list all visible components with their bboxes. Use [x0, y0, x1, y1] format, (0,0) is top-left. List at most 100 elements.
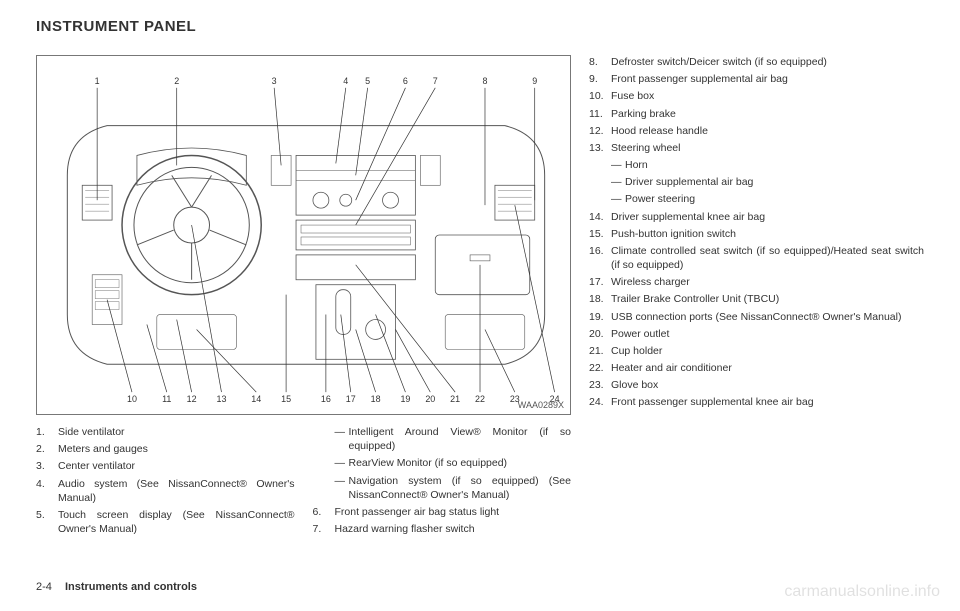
list-text: Fuse box — [611, 89, 924, 103]
svg-text:1: 1 — [95, 76, 100, 86]
dashboard-diagram: 123456789 101112131415161718192021222324… — [36, 55, 571, 415]
list-item: 4.Audio system (See NissanConnect® Owner… — [36, 477, 295, 505]
list-text: Meters and gauges — [58, 442, 295, 456]
list-text: Hood release handle — [611, 124, 924, 138]
list-sub-item: —Driver supplemental air bag — [589, 175, 924, 189]
list-number: 14. — [589, 210, 611, 224]
sub-dash: — — [611, 192, 625, 206]
svg-text:4: 4 — [343, 76, 348, 86]
list-text: Push-button ignition switch — [611, 227, 924, 241]
svg-text:10: 10 — [127, 394, 137, 404]
left-section: 123456789 101112131415161718192021222324… — [36, 55, 571, 539]
list-number: 24. — [589, 395, 611, 409]
sub-dash: — — [335, 456, 349, 470]
list-text: Wireless charger — [611, 275, 924, 289]
watermark: carmanualsonline.info — [784, 583, 940, 601]
svg-text:22: 22 — [475, 394, 485, 404]
list-text: Front passenger supplemental air bag — [611, 72, 924, 86]
list-item: 19.USB connection ports (See NissanConne… — [589, 310, 924, 324]
list-text: Parking brake — [611, 107, 924, 121]
list-item: 24.Front passenger supplemental knee air… — [589, 395, 924, 409]
list-number: 4. — [36, 477, 58, 505]
list-sub-item: —Navigation system (if so equipped) (See… — [313, 474, 572, 502]
svg-text:13: 13 — [216, 394, 226, 404]
list-item: 18.Trailer Brake Controller Unit (TBCU) — [589, 292, 924, 306]
svg-text:20: 20 — [425, 394, 435, 404]
list-text: Front passenger air bag status light — [335, 505, 572, 519]
list-item: 22.Heater and air conditioner — [589, 361, 924, 375]
list-item: 21.Cup holder — [589, 344, 924, 358]
svg-text:21: 21 — [450, 394, 460, 404]
svg-text:19: 19 — [400, 394, 410, 404]
list-number: 10. — [589, 89, 611, 103]
page-title: INSTRUMENT PANEL — [36, 18, 924, 35]
sub-dash: — — [335, 425, 349, 453]
list-number: 15. — [589, 227, 611, 241]
list-text: Steering wheel — [611, 141, 924, 155]
list-sub-item: —Power steering — [589, 192, 924, 206]
list-text: Climate controlled seat switch (if so eq… — [611, 244, 924, 272]
list-item: 15.Push-button ignition switch — [589, 227, 924, 241]
svg-text:2: 2 — [174, 76, 179, 86]
list-item: 11.Parking brake — [589, 107, 924, 121]
list-number: 8. — [589, 55, 611, 69]
list-number: 2. — [36, 442, 58, 456]
list-text: Trailer Brake Controller Unit (TBCU) — [611, 292, 924, 306]
svg-text:3: 3 — [272, 76, 277, 86]
list-sub-item: —Intelligent Around View® Monitor (if so… — [313, 425, 572, 453]
list-text: RearView Monitor (if so equipped) — [349, 456, 572, 470]
list-item: 8.Defroster switch/Deicer switch (if so … — [589, 55, 924, 69]
list-item: 23.Glove box — [589, 378, 924, 392]
svg-text:11: 11 — [162, 394, 171, 404]
svg-text:14: 14 — [251, 394, 261, 404]
list-sub-item: —Horn — [589, 158, 924, 172]
list-number: 11. — [589, 107, 611, 121]
list-number: 17. — [589, 275, 611, 289]
footer-page-number: 2-4 — [36, 581, 52, 593]
column-1: 1.Side ventilator 2.Meters and gauges3.Ce… — [36, 425, 295, 539]
list-number: 1. — [36, 425, 58, 439]
list-sub-item: —RearView Monitor (if so equipped) — [313, 456, 572, 470]
list-number: 23. — [589, 378, 611, 392]
sub-dash: — — [611, 158, 625, 172]
footer-section-name: Instruments and controls — [65, 581, 197, 593]
list-text: Touch screen display (See NissanConnect®… — [58, 508, 295, 536]
list-text: Audio system (See NissanConnect® Owner's… — [58, 477, 295, 505]
list-number: 22. — [589, 361, 611, 375]
svg-text:17: 17 — [346, 394, 356, 404]
list-item: 1.Side ventilator — [36, 425, 295, 439]
list-text: Driver supplemental knee air bag — [611, 210, 924, 224]
svg-text:5: 5 — [365, 76, 370, 86]
list-item: 16.Climate controlled seat switch (if so… — [589, 244, 924, 272]
list-number: 16. — [589, 244, 611, 272]
list-item: 12.Hood release handle — [589, 124, 924, 138]
list-item: 20.Power outlet — [589, 327, 924, 341]
list-number: 20. — [589, 327, 611, 341]
svg-text:6: 6 — [403, 76, 408, 86]
list-text: Front passenger supplemental knee air ba… — [611, 395, 924, 409]
sub-dash: — — [335, 474, 349, 502]
bottom-columns: 1.Side ventilator 2.Meters and gauges3.Ce… — [36, 425, 571, 539]
list-item: 17.Wireless charger — [589, 275, 924, 289]
list-text: Power steering — [625, 192, 924, 206]
list-text: Glove box — [611, 378, 924, 392]
list-text: Horn — [625, 158, 924, 172]
list-number: 9. — [589, 72, 611, 86]
page-footer: 2-4 Instruments and controls — [36, 581, 197, 593]
svg-text:16: 16 — [321, 394, 331, 404]
svg-text:9: 9 — [532, 76, 537, 86]
diagram-svg: 123456789 101112131415161718192021222324 — [37, 56, 570, 414]
list-item: 14.Driver supplemental knee air bag — [589, 210, 924, 224]
list-text: Cup holder — [611, 344, 924, 358]
list-text: Driver supplemental air bag — [625, 175, 924, 189]
list-item: 7.Hazard warning flasher switch — [313, 522, 572, 536]
list-text: Heater and air conditioner — [611, 361, 924, 375]
list-number: 12. — [589, 124, 611, 138]
list-text: USB connection ports (See NissanConnect®… — [611, 310, 924, 324]
list-text: Navigation system (if so equipped) (See … — [349, 474, 572, 502]
list-text: Center ventilator — [58, 459, 295, 473]
content-area: 123456789 101112131415161718192021222324… — [36, 55, 924, 539]
list-number: 5. — [36, 508, 58, 536]
column-2: —Intelligent Around View® Monitor (if so… — [313, 425, 572, 539]
list-number: 3. — [36, 459, 58, 473]
